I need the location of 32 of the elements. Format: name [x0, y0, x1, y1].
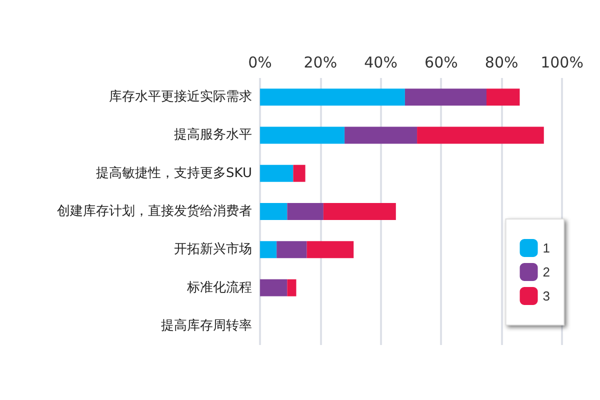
bar	[287, 203, 324, 220]
bar	[293, 164, 306, 182]
bar	[260, 126, 345, 144]
bar	[287, 279, 296, 296]
y-tick-label: 开拓新兴市场	[174, 242, 252, 258]
x-tick-label: 40%	[364, 54, 398, 72]
legend-label: 1	[542, 240, 550, 256]
legend-label: 3	[542, 288, 550, 304]
bar	[260, 88, 405, 106]
y-tick-label: 提高服务水平	[174, 126, 252, 143]
bar	[417, 126, 544, 144]
y-tick-label: 库存水平更接近实际需求	[109, 90, 252, 105]
y-tick-label: 提高敏捷性，支持更多SKU	[96, 164, 252, 181]
x-tick-label: 20%	[304, 54, 338, 72]
bar	[344, 126, 418, 144]
y-tick-label: 提高库存周转率	[161, 317, 252, 334]
bar	[260, 241, 277, 258]
y-tick-label: 标准化流程	[186, 279, 252, 296]
x-tick-label: 100%	[540, 54, 584, 72]
y-tick-label: 创建库存计划，直接发货给消费者	[57, 204, 252, 219]
bar	[260, 203, 288, 220]
x-tick-label: 60%	[424, 54, 458, 72]
bar	[486, 88, 520, 106]
x-tick-label: 80%	[484, 54, 518, 72]
bar	[323, 203, 396, 220]
bar	[306, 241, 354, 258]
bar	[260, 279, 288, 296]
x-tick-label: 0%	[248, 54, 272, 72]
bar	[260, 164, 294, 182]
bar	[404, 88, 486, 106]
bar	[276, 241, 307, 258]
legend-label: 2	[542, 264, 550, 280]
